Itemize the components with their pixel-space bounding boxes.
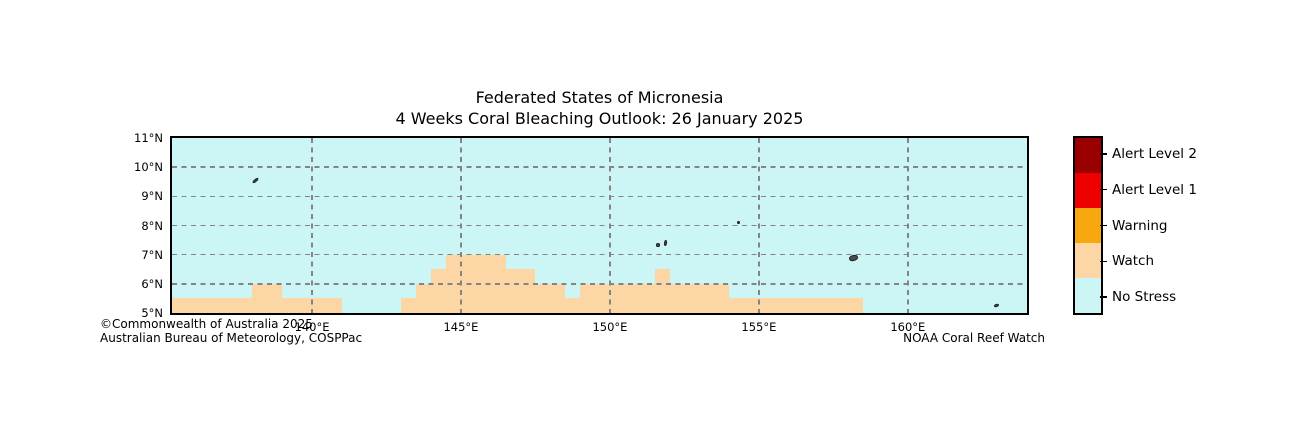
- copyright-line2: Australian Bureau of Meteorology, COSPPa…: [100, 331, 363, 345]
- legend: Alert Level 2 Alert Level 1 Warning Watch No…: [1073, 136, 1293, 315]
- island-marker: [656, 243, 661, 248]
- legend-label: No Stress: [1112, 289, 1177, 306]
- legend-label: Alert Level 2: [1112, 145, 1197, 162]
- island-marker: [848, 254, 860, 263]
- island-marker: [736, 221, 740, 225]
- y-axis-tick-label: 10°N: [134, 160, 163, 175]
- legend-tick: [1100, 296, 1107, 298]
- map-plot-area: [170, 136, 1029, 315]
- legend-label: Warning: [1112, 217, 1168, 234]
- x-axis-tick-label: 150°E: [592, 320, 628, 334]
- y-axis-tick-label: 11°N: [134, 131, 163, 145]
- chart-title-line2: 4 Weeks Coral Bleaching Outlook: 26 Janu…: [395, 109, 804, 128]
- y-axis-tick-label: 8°N: [141, 218, 163, 233]
- watch-region-cell: [172, 298, 342, 313]
- legend-swatch: [1075, 243, 1101, 278]
- noaa-attribution: NOAA Coral Reef Watch: [903, 331, 1045, 345]
- gridline-horizontal: [172, 224, 1027, 227]
- gridline-horizontal: [172, 195, 1027, 198]
- legend-swatch: [1075, 208, 1101, 243]
- legend-colorbar: [1073, 136, 1103, 315]
- x-axis-tick-label: 140°E: [294, 320, 330, 334]
- legend-label: Watch: [1112, 253, 1155, 270]
- legend-tick: [1100, 224, 1107, 227]
- watch-region-cell: [431, 269, 536, 284]
- legend-tick: [1100, 260, 1107, 263]
- watch-region-cell: [654, 269, 670, 284]
- gridline-horizontal: [172, 253, 1027, 256]
- island-marker: [663, 240, 667, 247]
- watch-region-cell: [580, 283, 730, 299]
- copyright-line1: ©Commonwealth of Australia 2025: [100, 317, 313, 331]
- legend-swatch: [1075, 173, 1101, 208]
- y-axis-tick-label: 9°N: [141, 189, 163, 204]
- island-marker: [993, 302, 999, 308]
- y-axis-tick-label: 5°N: [141, 306, 163, 320]
- chart-title-line1: Federated States of Micronesia: [475, 88, 724, 107]
- legend-tick: [1100, 153, 1107, 155]
- x-axis-tick-label: 155°E: [741, 320, 777, 334]
- legend-tick: [1100, 188, 1107, 191]
- legend-label: Alert Level 1: [1112, 181, 1197, 198]
- watch-region-cell: [252, 283, 283, 299]
- gridline-horizontal: [172, 166, 1027, 168]
- watch-region-cell: [416, 283, 566, 299]
- y-axis-tick-label: 6°N: [141, 276, 163, 291]
- y-axis-tick-label: 7°N: [141, 247, 163, 262]
- gridline-horizontal: [172, 283, 1027, 285]
- chart-title: Federated States of Micronesia 4 Weeks C…: [172, 87, 1027, 129]
- x-axis-tick-label: 145°E: [443, 320, 479, 334]
- watch-region-cell: [446, 254, 506, 270]
- watch-region-cell: [401, 298, 864, 313]
- legend-swatch: [1075, 278, 1101, 313]
- x-axis-tick-label: 160°E: [890, 320, 926, 334]
- island-marker: [251, 176, 260, 184]
- copyright-block: ©Commonwealth of Australia 2025 Australi…: [100, 317, 362, 345]
- legend-swatch: [1075, 138, 1101, 173]
